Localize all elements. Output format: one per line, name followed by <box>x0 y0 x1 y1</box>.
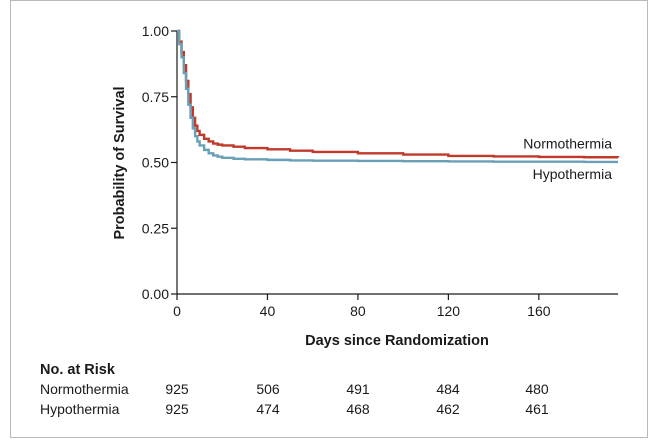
series-label-normothermia: Normothermia <box>523 136 612 152</box>
figure-frame <box>10 0 648 438</box>
risk-row-label: Hypothermia <box>40 401 120 417</box>
y-tick-label: 0.50 <box>142 155 169 171</box>
x-tick-label: 160 <box>527 303 551 319</box>
risk-table-title: No. at Risk <box>40 362 115 378</box>
series-label-hypothermia: Hypothermia <box>533 166 613 182</box>
survival-curve-hypothermia <box>177 29 618 164</box>
x-tick-label: 40 <box>260 303 276 319</box>
x-tick-label: 0 <box>173 303 181 319</box>
survival-curves: Normothermia Hypothermia <box>177 29 620 182</box>
risk-cell: 506 <box>256 381 280 397</box>
x-tick-label: 120 <box>437 303 461 319</box>
y-tick-label: 0.75 <box>142 89 169 105</box>
risk-cell: 468 <box>346 401 370 417</box>
risk-row-label: Normothermia <box>40 381 129 397</box>
survival-curve-normothermia <box>177 29 620 159</box>
risk-cell: 480 <box>525 381 549 397</box>
risk-cell: 461 <box>525 401 549 417</box>
risk-cell: 474 <box>256 401 280 417</box>
y-tick-label: 1.00 <box>142 23 169 39</box>
x-tick-label: 80 <box>350 303 366 319</box>
risk-cell: 925 <box>165 401 189 417</box>
risk-cell: 462 <box>436 401 460 417</box>
axis-labels: Days since Randomization Probability of … <box>112 86 489 349</box>
x-axis-label: Days since Randomization <box>305 333 489 349</box>
y-tick-label: 0.25 <box>142 220 169 236</box>
risk-cell: 491 <box>346 381 370 397</box>
risk-cell: 925 <box>165 381 189 397</box>
risk-cell: 484 <box>436 381 460 397</box>
y-axis-label: Probability of Survival <box>112 86 128 239</box>
y-tick-label: 0.00 <box>142 286 169 302</box>
axes: 0.00 0.25 0.50 0.75 1.00 0 40 80 120 160 <box>142 23 618 319</box>
